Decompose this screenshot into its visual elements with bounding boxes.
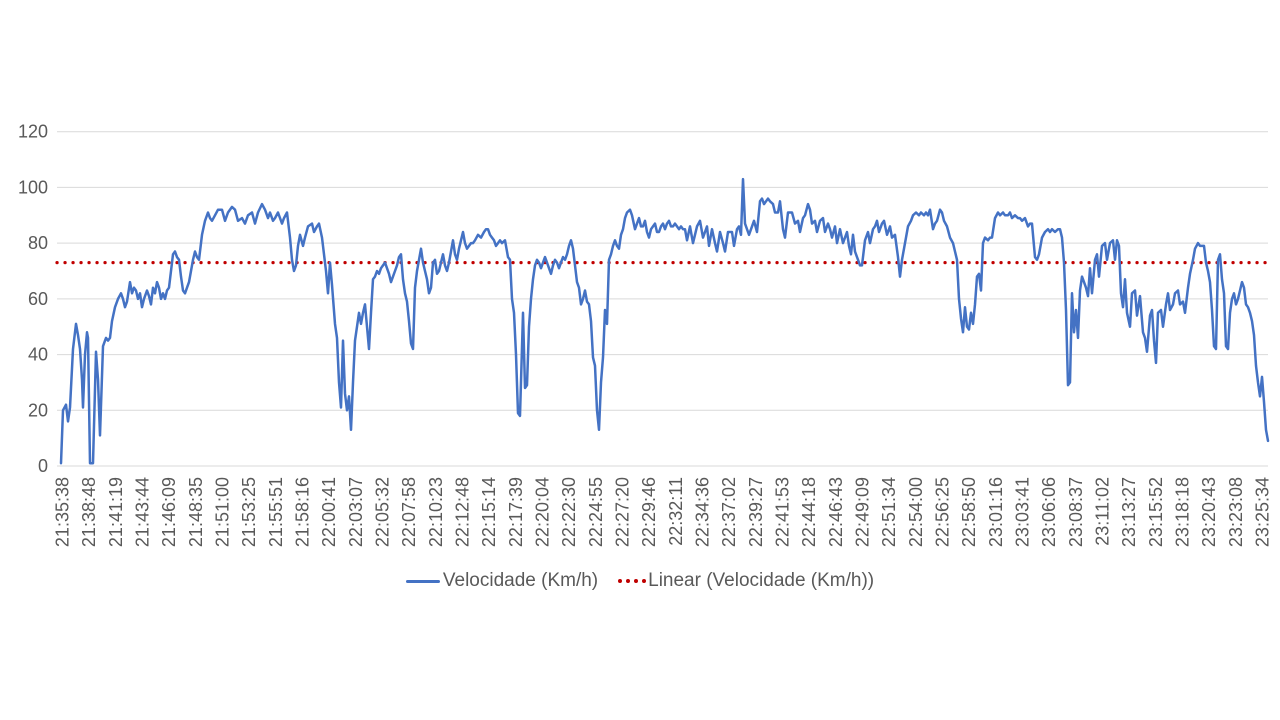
svg-text:23:01:16: 23:01:16: [986, 477, 1006, 547]
svg-text:22:39:27: 22:39:27: [746, 477, 766, 547]
svg-text:23:03:41: 23:03:41: [1013, 477, 1033, 547]
svg-text:22:05:32: 22:05:32: [373, 477, 393, 547]
svg-text:21:51:00: 21:51:00: [213, 477, 233, 547]
svg-text:80: 80: [28, 233, 48, 253]
svg-text:22:51:34: 22:51:34: [879, 477, 899, 547]
svg-text:22:34:36: 22:34:36: [693, 477, 713, 547]
svg-text:22:32:11: 22:32:11: [666, 477, 686, 546]
svg-text:21:35:38: 21:35:38: [53, 477, 73, 547]
legend-item-velocidade: Velocidade (Km/h): [405, 569, 599, 593]
svg-text:22:44:18: 22:44:18: [799, 477, 819, 547]
svg-text:22:46:43: 22:46:43: [826, 477, 846, 547]
svg-text:22:37:02: 22:37:02: [719, 477, 739, 547]
svg-text:22:17:39: 22:17:39: [506, 477, 526, 547]
svg-text:23:08:37: 23:08:37: [1066, 477, 1086, 547]
svg-text:22:20:04: 22:20:04: [533, 477, 553, 547]
svg-text:23:20:43: 23:20:43: [1199, 477, 1219, 547]
svg-text:21:43:44: 21:43:44: [133, 477, 153, 547]
svg-text:40: 40: [28, 345, 48, 365]
svg-text:22:03:07: 22:03:07: [346, 477, 366, 547]
svg-text:22:49:09: 22:49:09: [853, 477, 873, 547]
chart-legend: Velocidade (Km/h) Linear (Velocidade (Km…: [0, 569, 1280, 593]
svg-text:22:12:48: 22:12:48: [453, 477, 473, 547]
svg-text:22:00:41: 22:00:41: [319, 477, 339, 547]
svg-text:22:24:55: 22:24:55: [586, 477, 606, 547]
svg-text:22:10:23: 22:10:23: [426, 477, 446, 547]
legend-label-velocidade: Velocidade (Km/h): [442, 570, 599, 591]
svg-text:22:41:53: 22:41:53: [773, 477, 793, 547]
legend-label-linear: Linear (Velocidade (Km/h)): [648, 570, 875, 591]
svg-text:21:53:25: 21:53:25: [239, 477, 259, 547]
svg-text:60: 60: [28, 289, 48, 309]
svg-text:22:29:46: 22:29:46: [639, 477, 659, 547]
svg-text:23:18:18: 23:18:18: [1173, 477, 1193, 547]
svg-text:23:25:34: 23:25:34: [1253, 477, 1273, 547]
svg-text:100: 100: [18, 177, 48, 197]
svg-text:23:15:52: 23:15:52: [1146, 477, 1166, 547]
svg-text:22:22:30: 22:22:30: [559, 477, 579, 547]
svg-text:23:23:08: 23:23:08: [1226, 477, 1246, 547]
svg-text:21:48:35: 21:48:35: [186, 477, 206, 547]
svg-text:23:11:02: 23:11:02: [1093, 477, 1113, 546]
svg-text:21:38:48: 21:38:48: [79, 477, 99, 547]
legend-item-linear: Linear (Velocidade (Km/h)): [618, 569, 874, 593]
legend-dotted-swatch-icon: [618, 579, 647, 583]
svg-text:21:46:09: 21:46:09: [159, 477, 179, 547]
svg-text:22:15:14: 22:15:14: [479, 477, 499, 547]
svg-text:120: 120: [18, 122, 48, 142]
svg-text:22:07:58: 22:07:58: [399, 477, 419, 547]
svg-text:22:54:00: 22:54:00: [906, 477, 926, 547]
svg-text:22:27:20: 22:27:20: [613, 477, 633, 547]
svg-text:21:41:19: 21:41:19: [106, 477, 126, 547]
svg-text:23:13:27: 23:13:27: [1119, 477, 1139, 547]
svg-text:20: 20: [28, 400, 48, 420]
svg-text:21:55:51: 21:55:51: [266, 477, 286, 547]
svg-text:22:56:25: 22:56:25: [933, 477, 953, 547]
svg-text:23:06:06: 23:06:06: [1039, 477, 1059, 547]
speed-line-chart: 0 20 40 60 80 100 120 21:35:38 21:38:48 21:41:19 2…: [18, 122, 1273, 547]
svg-text:21:58:16: 21:58:16: [293, 477, 313, 547]
svg-text:22:58:50: 22:58:50: [959, 477, 979, 547]
svg-text:0: 0: [38, 456, 48, 476]
legend-line-swatch-icon: [405, 579, 440, 583]
